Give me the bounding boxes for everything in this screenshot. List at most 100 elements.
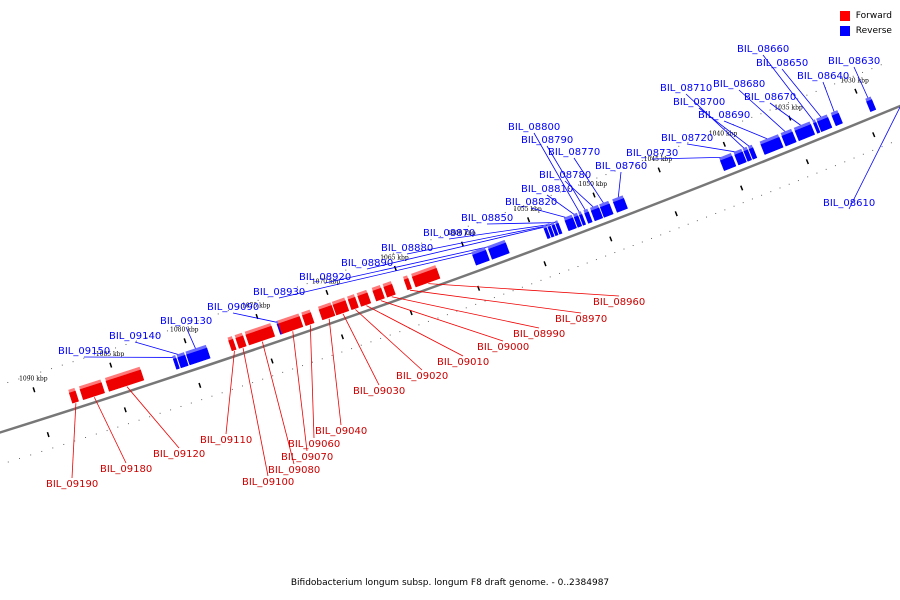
leader-line [134, 341, 182, 356]
axis-tick-mark [722, 141, 726, 147]
gene-block-highlight [759, 134, 780, 145]
gene-block-highlight [830, 110, 839, 116]
reverse-swatch [839, 25, 850, 36]
axis-tick-mark [592, 192, 596, 198]
genome-caption: Bifidobacterium longum subsp. longum F8 … [290, 578, 610, 588]
gene-block-highlight [347, 294, 355, 300]
gene-block [347, 296, 359, 311]
leader-line [366, 226, 545, 270]
gene-label-reverse: BIL_08660 [737, 44, 789, 55]
gene-label-reverse: BIL_08610 [823, 198, 875, 209]
leader-line [342, 313, 380, 386]
axis-tick-mark [543, 261, 547, 267]
gene-block [68, 390, 79, 404]
leader-line [366, 305, 464, 357]
leader-line [71, 403, 77, 479]
leader-line [685, 93, 746, 150]
axis-tick-mark [740, 185, 744, 191]
gene-block-highlight [104, 366, 141, 381]
gene-block-highlight [78, 379, 102, 390]
gene-block-highlight [583, 208, 589, 214]
leader-line [651, 156, 726, 160]
gene-block-highlight [578, 211, 582, 216]
leader-line [93, 397, 127, 464]
leader-line [309, 325, 315, 439]
gene-label-forward: BIL_09000 [477, 342, 529, 353]
axis-tick-mark [854, 88, 858, 94]
leader-line [686, 143, 739, 153]
gene-block-highlight [812, 119, 816, 124]
gene-label-reverse: BIL_08700 [673, 97, 725, 108]
gene-block [235, 335, 247, 349]
gene-block [866, 99, 877, 113]
gene-label-reverse: BIL_09090 [207, 302, 259, 313]
axis-tick-mark [609, 236, 613, 242]
gene-block-highlight [317, 302, 332, 310]
gene-block-highlight [301, 309, 311, 316]
axis-tick-label: 1080 kbp [170, 327, 199, 334]
axis-tick-mark [198, 382, 202, 388]
leader-line [486, 222, 557, 225]
axis-tick-mark [32, 387, 36, 393]
gene-label-forward: BIL_09100 [242, 477, 294, 488]
axis-tick-label: 1060 kbp [447, 230, 476, 237]
gene-label-reverse: BIL_09140 [109, 331, 161, 342]
gene-label-reverse: BIL_08650 [756, 58, 808, 69]
gene-block-highlight [411, 265, 437, 277]
gene-label-forward: BIL_09070 [281, 452, 333, 463]
gene-label-forward: BIL_08990 [513, 329, 565, 340]
leader-line [324, 244, 497, 284]
gene-label-forward: BIL_08970 [555, 314, 607, 325]
leader-line [380, 300, 504, 342]
gene-block-highlight [589, 204, 599, 211]
gene-label-forward: BIL_09010 [437, 357, 489, 368]
axis-tick-label: 1040 kbp [709, 130, 738, 137]
axis-tick-mark [123, 407, 127, 413]
leader-line [409, 289, 582, 314]
gene-block-highlight [487, 239, 506, 250]
gene-block-highlight [563, 214, 573, 221]
gene-label-forward: BIL_09180 [100, 464, 152, 475]
gene-block-highlight [382, 281, 392, 287]
axis-tick-mark [325, 289, 329, 296]
leader-line [762, 54, 815, 122]
axis-tick-mark [657, 167, 661, 173]
gene-block-highlight [719, 153, 732, 161]
gene-block-highlight [471, 247, 486, 255]
gene-block-highlight [185, 344, 207, 355]
gene-label-reverse: BIL_08760 [595, 161, 647, 172]
axis-tick-mark [46, 431, 50, 438]
leader-line [242, 348, 269, 477]
axis-tick-label: 1055 kbp [513, 206, 542, 213]
gene-label-reverse: BIL_09130 [160, 316, 212, 327]
leader-line [232, 312, 279, 323]
gene-label-reverse: BIL_08710 [660, 83, 712, 94]
gene-block-highlight [402, 275, 409, 280]
gene-label-reverse: BIL_08880 [381, 243, 433, 254]
leader-line [406, 225, 549, 255]
gene-block [228, 338, 237, 352]
gene-block-highlight [612, 195, 624, 203]
leader-line [738, 89, 787, 134]
axis-tick-mark [109, 362, 113, 368]
gene-block-highlight [733, 148, 743, 155]
leader-line [355, 309, 423, 371]
gene-label-reverse: BIL_08800 [508, 122, 560, 133]
axis-tick-label: 1045 kbp [644, 156, 673, 163]
leader-line [853, 66, 870, 100]
leader-line [546, 194, 576, 216]
gene-label-forward: BIL_09190 [46, 479, 98, 490]
leader-line [564, 180, 595, 209]
gene-block-highlight [554, 220, 559, 225]
gene-label-reverse: BIL_08930 [253, 287, 305, 298]
axis-tick-label: 1050 kbp [579, 181, 608, 188]
gene-features [68, 96, 877, 404]
leader-line [448, 223, 553, 240]
leader-line [225, 351, 235, 435]
gene-label-forward: BIL_09060 [288, 439, 340, 450]
axis-tick-label: 1035 kbp [774, 104, 803, 111]
gene-block-highlight [176, 352, 185, 358]
axis-tick-label: 1075 kbp [242, 303, 271, 310]
label-leaders [71, 54, 900, 479]
